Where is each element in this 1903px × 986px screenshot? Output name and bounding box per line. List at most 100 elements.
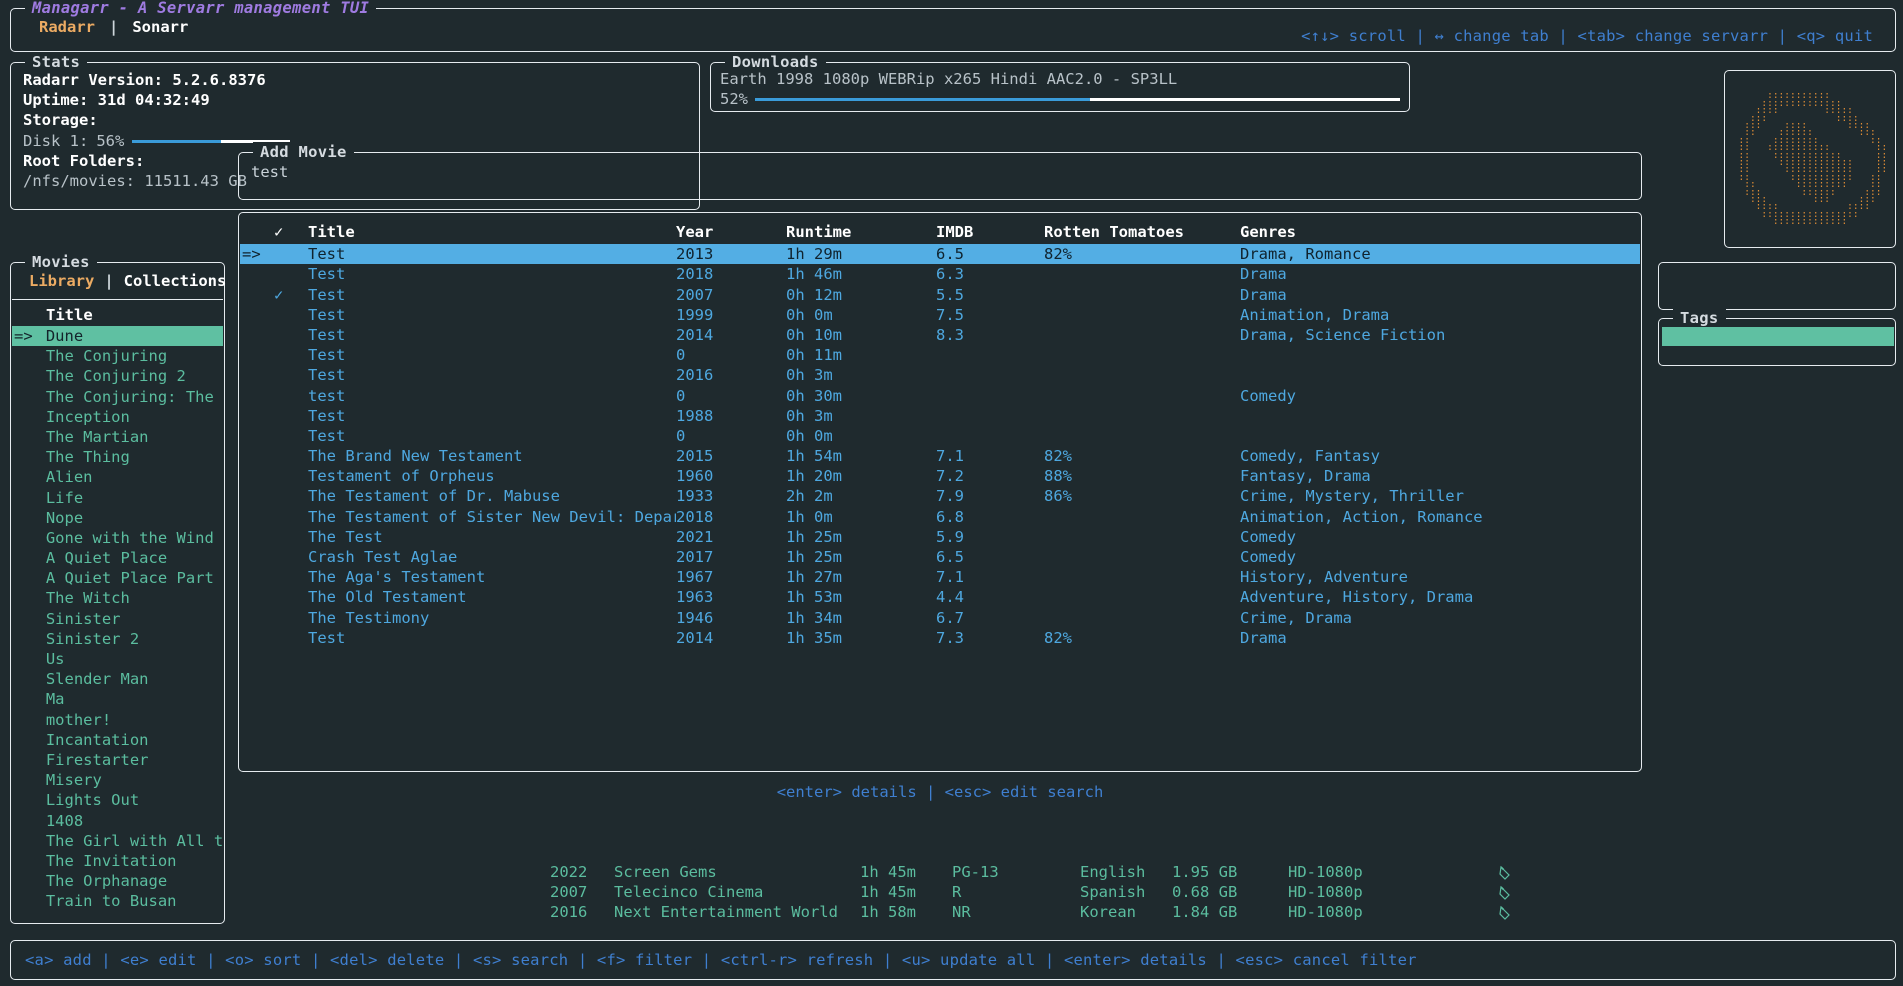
- list-item[interactable]: The Martian: [12, 427, 223, 447]
- uptime-label: Uptime:: [23, 91, 89, 110]
- detail-row[interactable]: 2022 Screen Gems 1h 45m PG-13 English 1.95 GB…: [10, 862, 1896, 882]
- table-row[interactable]: Test 1988 0h 3m: [240, 406, 1640, 426]
- table-row[interactable]: Test 2018 1h 46m 6.3 Drama: [240, 264, 1640, 284]
- list-item-label: A Quiet Place: [45, 549, 168, 568]
- table-row[interactable]: Test 2014 1h 35m 7.3 82% Drama: [240, 628, 1640, 648]
- tab-radarr[interactable]: Radarr: [39, 18, 95, 36]
- list-item-label: The Orphanage: [45, 872, 168, 891]
- list-item[interactable]: A Quiet Place Part II: [12, 568, 223, 588]
- list-item[interactable]: Inception: [12, 407, 223, 427]
- tag-chip[interactable]: [1662, 327, 1894, 346]
- table-row[interactable]: Test 2014 0h 10m 8.3 Drama, Science Fiction: [240, 325, 1640, 345]
- table-row[interactable]: Test 0 0h 0m: [240, 426, 1640, 446]
- list-item[interactable]: Firestarter: [12, 750, 223, 770]
- download-progress-bar-fill: [755, 97, 1091, 101]
- detail-row[interactable]: 2016 Next Entertainment World 1h 58m NR Kore…: [10, 902, 1896, 922]
- table-row[interactable]: The Old Testament 1963 1h 53m 4.4 Adventure,…: [240, 587, 1640, 607]
- search-results-table: ✓ Title Year Runtime IMDB Rotten Tomatoe…: [240, 214, 1640, 770]
- tags-panel: Tags: [1658, 308, 1896, 366]
- search-results-help: <enter> details | <esc> edit search: [776, 783, 1104, 801]
- header-runtime-col: Runtime: [786, 223, 852, 241]
- monitor-icon: [1498, 862, 1538, 882]
- list-item[interactable]: Life: [12, 488, 223, 508]
- add-movie-search-input[interactable]: test: [251, 163, 289, 181]
- list-item[interactable]: The Conjuring: [12, 346, 223, 366]
- list-item[interactable]: The Conjuring: The De: [12, 387, 223, 407]
- list-item[interactable]: The Invitation: [12, 851, 223, 871]
- list-item[interactable]: Lights Out: [12, 790, 223, 810]
- table-row[interactable]: Testament of Orpheus 1960 1h 20m 7.2 88% Fant…: [240, 466, 1640, 486]
- downloads-panel: Downloads Earth 1998 1080p WEBRip x265 H…: [710, 52, 1410, 112]
- table-row[interactable]: Test 0 0h 11m: [240, 345, 1640, 365]
- row-title: Test: [308, 346, 346, 365]
- list-item-pointer: =>: [14, 327, 33, 345]
- list-item[interactable]: Us: [12, 649, 223, 669]
- list-item[interactable]: The Girl with All the: [12, 831, 223, 851]
- table-row[interactable]: test 0 0h 30m Comedy: [240, 386, 1640, 406]
- row-checkmark: ✓: [274, 285, 284, 304]
- disk-usage-bar-fill: [132, 139, 221, 143]
- row-year: 2017: [676, 548, 714, 566]
- logo-panel: ::::::::::: :::::::::::::: :::: ::::: ::…: [1724, 70, 1896, 248]
- table-row[interactable]: The Testimony 1946 1h 34m 6.7 Crime, Drama: [240, 608, 1640, 628]
- table-row[interactable]: ✓ Test 2007 0h 12m 5.5 Drama: [240, 285, 1640, 305]
- list-item[interactable]: Sinister: [12, 609, 223, 629]
- row-runtime: 1h 0m: [786, 507, 833, 526]
- list-item-label: The Conjuring: [45, 347, 168, 366]
- table-row[interactable]: The Testament of Dr. Mabuse 1933 2h 2m 7.9 8…: [240, 486, 1640, 506]
- list-item[interactable]: Alien: [12, 467, 223, 487]
- table-row[interactable]: The Brand New Testament 2015 1h 54m 7.1 82% C…: [240, 446, 1640, 466]
- right-info-panel: [1658, 262, 1896, 310]
- detail-row[interactable]: 2007 Telecinco Cinema 1h 45m R Spanish 0.68 G…: [10, 882, 1896, 902]
- table-row[interactable]: The Aga's Testament 1967 1h 27m 7.1 History,…: [240, 567, 1640, 587]
- list-item[interactable]: The Orphanage: [12, 871, 223, 891]
- table-row[interactable]: The Test 2021 1h 25m 5.9 Comedy: [240, 527, 1640, 547]
- row-imdb: 6.8: [936, 507, 964, 526]
- row-year: 1963: [676, 588, 714, 607]
- list-item[interactable]: => Dune: [12, 326, 223, 347]
- row-title: The Old Testament: [308, 588, 467, 607]
- list-item[interactable]: Ma: [12, 689, 223, 709]
- list-item[interactable]: mother!: [12, 710, 223, 730]
- list-item-label: Train to Busan: [45, 892, 177, 911]
- table-row[interactable]: The Testament of Sister New Devil: Depar…: [240, 507, 1640, 527]
- list-item[interactable]: Slender Man: [12, 669, 223, 689]
- list-item[interactable]: A Quiet Place: [12, 548, 223, 568]
- list-item-label: Life: [45, 488, 84, 507]
- row-genres: Adventure, History, Drama: [1240, 588, 1474, 607]
- table-row[interactable]: Test 1999 0h 0m 7.5 Animation, Drama: [240, 305, 1640, 325]
- search-results-panel: ✓ Title Year Runtime IMDB Rotten Tomatoe…: [238, 212, 1642, 772]
- list-item[interactable]: Incantation: [12, 730, 223, 750]
- stats-panel: Stats Radarr Version: 5.2.6.8376 Uptime:…: [10, 52, 700, 210]
- list-item[interactable]: Train to Busan: [12, 891, 223, 911]
- table-row[interactable]: Test 2016 0h 3m: [240, 365, 1640, 385]
- row-title: Crash Test Aglae: [308, 548, 458, 566]
- table-row[interactable]: Crash Test Aglae 2017 1h 25m 6.5 Comedy: [240, 547, 1640, 567]
- tab-sonarr[interactable]: Sonarr: [132, 18, 189, 36]
- row-runtime: 1h 25m: [786, 527, 842, 546]
- list-item[interactable]: The Witch: [12, 588, 223, 608]
- list-item-label: Dune: [45, 327, 84, 345]
- list-item[interactable]: The Conjuring 2: [12, 366, 223, 386]
- detail-quality: HD-1080p: [1288, 883, 1363, 902]
- list-item[interactable]: Nope: [12, 508, 223, 528]
- detail-year: 2007: [550, 883, 588, 902]
- list-item[interactable]: Sinister 2: [12, 629, 223, 649]
- detail-studio: Next Entertainment World: [614, 903, 838, 922]
- list-item-label: mother!: [45, 710, 112, 729]
- list-item[interactable]: 1408: [12, 811, 223, 831]
- list-item-label: The Conjuring 2: [45, 367, 186, 386]
- list-item-label: A Quiet Place Part II: [45, 569, 223, 588]
- row-title: Test: [308, 366, 346, 385]
- list-item[interactable]: The Thing: [12, 447, 223, 467]
- list-item[interactable]: Gone with the Wind: [12, 528, 223, 548]
- row-imdb: 7.1: [936, 568, 964, 587]
- tab-library[interactable]: Library: [29, 272, 95, 290]
- movies-list[interactable]: => Dune The Conjuring The Conjuring 2 The Co…: [12, 326, 223, 922]
- list-item-label: Sinister: [45, 609, 121, 628]
- list-item[interactable]: Misery: [12, 770, 223, 790]
- row-imdb: 6.5: [936, 548, 964, 566]
- tab-collections[interactable]: Collections: [123, 272, 227, 290]
- row-genres: Comedy: [1240, 548, 1296, 566]
- table-row[interactable]: => Test 2013 1h 29m 6.5 82% Drama, Romance: [240, 244, 1640, 265]
